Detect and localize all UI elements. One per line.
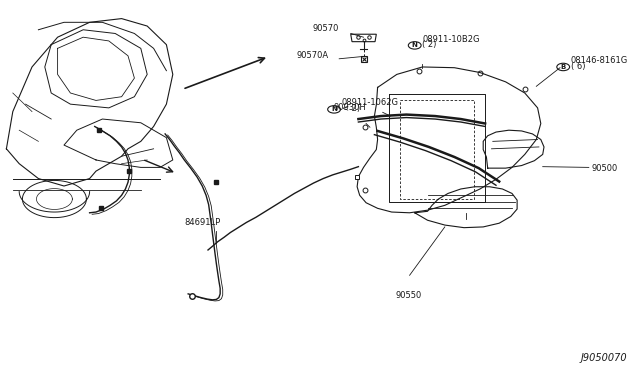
- Text: 08911-1062G: 08911-1062G: [342, 98, 399, 107]
- Text: 90500: 90500: [592, 164, 618, 173]
- Text: N: N: [412, 42, 418, 48]
- Text: 90550: 90550: [396, 291, 422, 300]
- Text: 08911-10B2G: 08911-10B2G: [422, 35, 480, 44]
- Text: J9050070: J9050070: [580, 353, 627, 363]
- Text: 90570: 90570: [313, 24, 339, 33]
- Text: 90570A: 90570A: [297, 51, 329, 60]
- Text: 84691LP: 84691LP: [184, 218, 221, 227]
- Text: ( 6): ( 6): [571, 62, 586, 71]
- Text: < 2): < 2): [342, 104, 360, 113]
- Text: N: N: [331, 106, 337, 112]
- Text: 08146-8161G: 08146-8161G: [571, 56, 628, 65]
- Text: 90930H: 90930H: [333, 103, 366, 112]
- Text: ( 2): ( 2): [422, 40, 436, 49]
- Text: B: B: [561, 64, 566, 70]
